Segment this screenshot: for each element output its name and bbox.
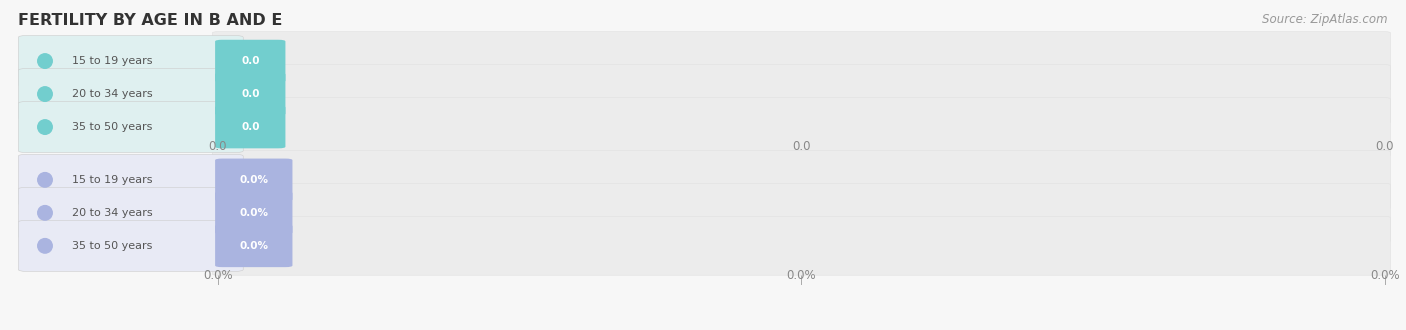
FancyBboxPatch shape xyxy=(212,32,1391,90)
Text: 0.0: 0.0 xyxy=(240,122,260,132)
Text: Source: ZipAtlas.com: Source: ZipAtlas.com xyxy=(1263,13,1388,26)
Text: 0.0: 0.0 xyxy=(240,56,260,66)
Text: FERTILITY BY AGE IN B AND E: FERTILITY BY AGE IN B AND E xyxy=(18,13,283,28)
Text: 15 to 19 years: 15 to 19 years xyxy=(72,56,152,66)
Text: 0.0: 0.0 xyxy=(240,89,260,99)
FancyBboxPatch shape xyxy=(212,150,1391,209)
Text: 0.0%: 0.0% xyxy=(239,175,269,185)
FancyBboxPatch shape xyxy=(18,187,243,238)
FancyBboxPatch shape xyxy=(215,40,285,82)
FancyBboxPatch shape xyxy=(212,98,1391,156)
Text: 0.0: 0.0 xyxy=(208,140,228,153)
FancyBboxPatch shape xyxy=(215,73,285,116)
Ellipse shape xyxy=(38,206,52,220)
Ellipse shape xyxy=(38,239,52,253)
Text: 20 to 34 years: 20 to 34 years xyxy=(72,89,152,99)
FancyBboxPatch shape xyxy=(212,65,1391,123)
Ellipse shape xyxy=(38,120,52,134)
Ellipse shape xyxy=(38,54,52,68)
FancyBboxPatch shape xyxy=(18,154,243,205)
Text: 0.0: 0.0 xyxy=(792,140,811,153)
FancyBboxPatch shape xyxy=(18,220,243,271)
Text: 0.0: 0.0 xyxy=(1375,140,1395,153)
Text: 0.0%: 0.0% xyxy=(202,269,233,282)
FancyBboxPatch shape xyxy=(215,106,285,148)
Text: 0.0%: 0.0% xyxy=(1369,269,1400,282)
FancyBboxPatch shape xyxy=(212,216,1391,275)
Text: 0.0%: 0.0% xyxy=(786,269,817,282)
Text: 0.0%: 0.0% xyxy=(239,241,269,251)
FancyBboxPatch shape xyxy=(215,224,292,267)
Text: 35 to 50 years: 35 to 50 years xyxy=(72,122,152,132)
FancyBboxPatch shape xyxy=(212,183,1391,242)
Ellipse shape xyxy=(38,87,52,101)
FancyBboxPatch shape xyxy=(215,191,292,234)
FancyBboxPatch shape xyxy=(18,102,243,152)
Ellipse shape xyxy=(38,173,52,187)
Text: 15 to 19 years: 15 to 19 years xyxy=(72,175,152,185)
Text: 0.0%: 0.0% xyxy=(239,208,269,218)
FancyBboxPatch shape xyxy=(18,36,243,86)
Text: 35 to 50 years: 35 to 50 years xyxy=(72,241,152,251)
FancyBboxPatch shape xyxy=(215,158,292,201)
FancyBboxPatch shape xyxy=(18,69,243,119)
Text: 20 to 34 years: 20 to 34 years xyxy=(72,208,152,218)
